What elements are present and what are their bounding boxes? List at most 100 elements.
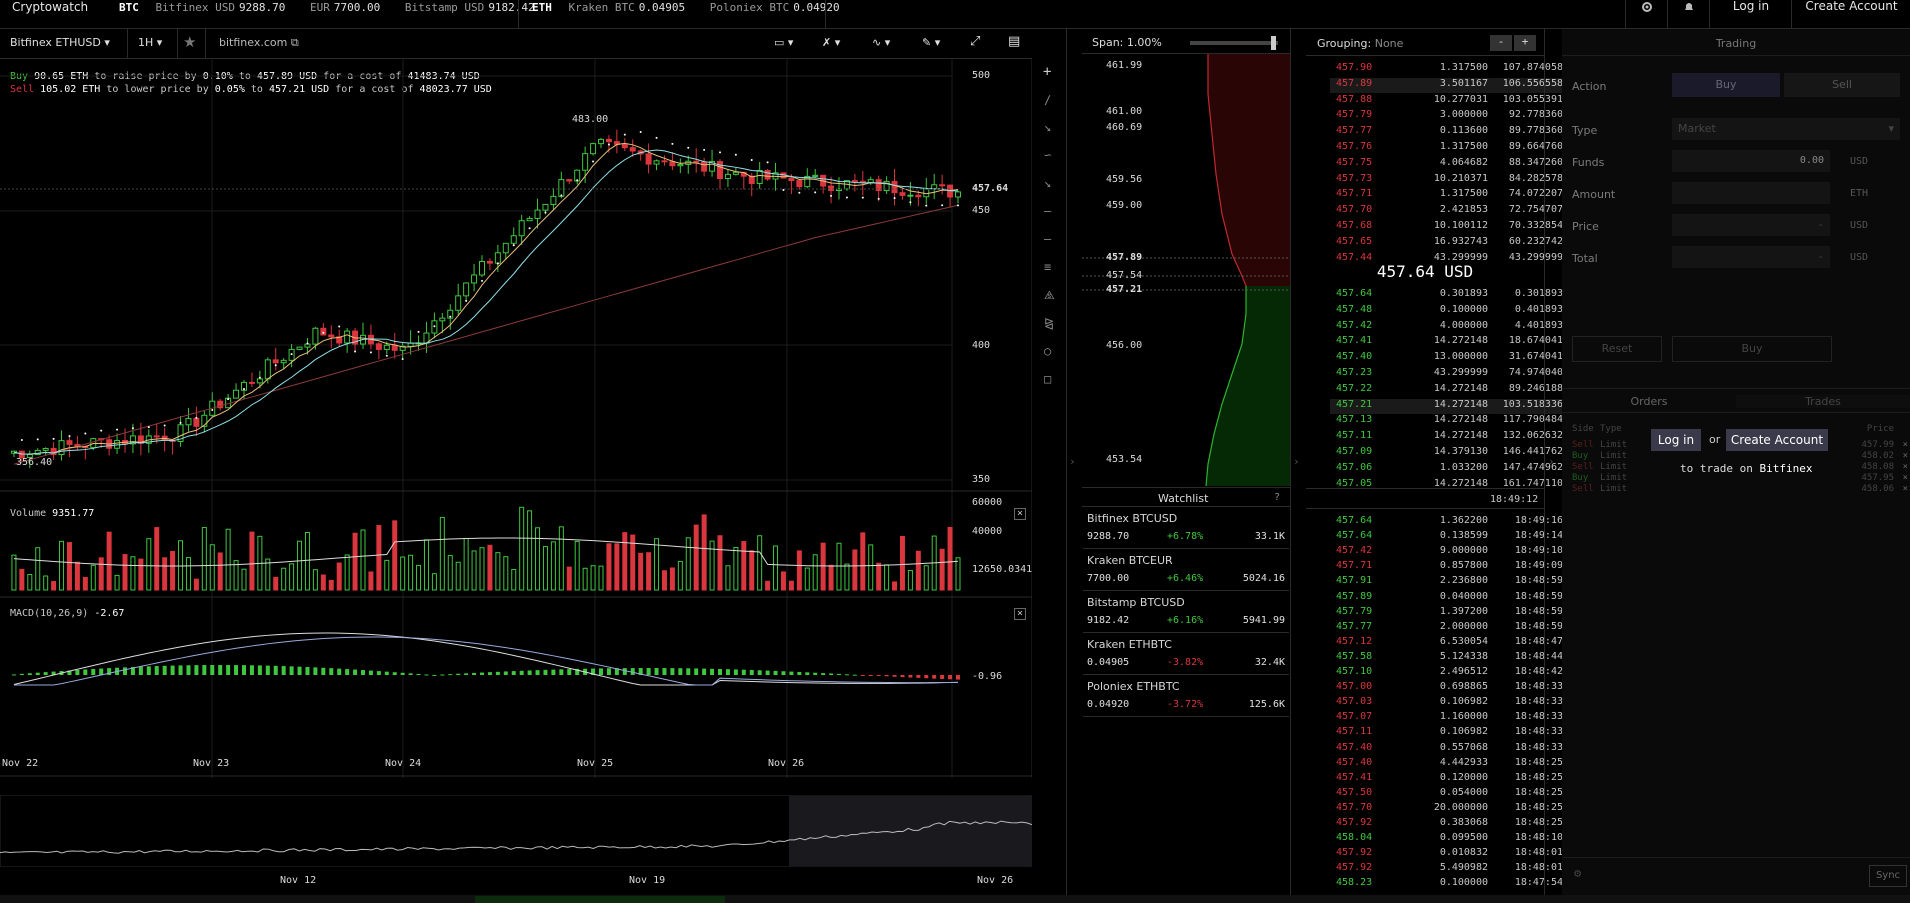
watchlist-volume: 5941.99 <box>1242 615 1285 626</box>
screenshot-icon[interactable]: ▤ <box>1008 34 1021 49</box>
cancel-order-icon[interactable]: × <box>1902 473 1908 483</box>
ask-row[interactable]: 457.79 3.000000 92.778360 <box>1330 109 1566 124</box>
create-account-to-trade-button[interactable]: Create Account <box>1726 429 1828 451</box>
bid-row[interactable]: 457.41 14.272148 18.674041 <box>1330 335 1566 350</box>
ask-row[interactable]: 457.73 10.210371 84.282578 <box>1330 173 1566 188</box>
collapse-mid-icon[interactable]: › <box>1293 455 1300 468</box>
ask-row[interactable]: 457.71 1.317500 74.072207 <box>1330 188 1566 203</box>
hline2-tool-icon[interactable]: — <box>1044 232 1052 246</box>
candle-type-button[interactable]: ▭ ▾ <box>774 36 794 49</box>
psar-dot <box>227 398 230 401</box>
order-side: Buy <box>1572 451 1589 461</box>
volume-bar <box>416 564 422 591</box>
settings-button[interactable] <box>1625 0 1668 28</box>
bid-row[interactable]: 457.06 1.033200 147.474962 <box>1330 462 1566 477</box>
bid-row[interactable]: 457.11 14.272148 132.062632 <box>1330 430 1566 445</box>
price-chart[interactable] <box>0 58 1032 778</box>
ray-tool-icon[interactable]: ↘ <box>1044 120 1052 134</box>
type-value: Market <box>1678 122 1716 135</box>
bid-row[interactable]: 457.09 14.379130 146.441762 <box>1330 446 1566 461</box>
hline-tool-icon[interactable]: — <box>1044 204 1052 218</box>
ask-row[interactable]: 457.70 2.421853 72.754707 <box>1330 204 1566 219</box>
arrow-tool-icon[interactable]: ↘ <box>1044 176 1052 190</box>
ask-row[interactable]: 457.75 4.064682 88.347260 <box>1330 157 1566 172</box>
macd-label: MACD(10,26,9) <box>10 608 89 619</box>
fib-tool-icon[interactable]: ≡ <box>1044 260 1052 274</box>
rect-tool-icon[interactable]: □ <box>1044 372 1052 386</box>
collapse-right-icon[interactable]: › <box>1548 455 1555 468</box>
bid-row[interactable]: 457.05 14.272148 161.747110 <box>1330 478 1566 493</box>
watchlist-item[interactable]: Poloniex ETHBTC 0.04920 -3.72% 125.6K <box>1083 675 1289 717</box>
create-account-button[interactable]: Create Account <box>1791 0 1910 28</box>
navigator-window[interactable] <box>789 796 1032 866</box>
fullscreen-icon[interactable]: ⤢ <box>970 34 981 49</box>
depth-chart[interactable] <box>1082 54 1290 486</box>
interval-selector[interactable]: 1H ▾ <box>138 36 162 49</box>
type-select[interactable]: Market ▾ <box>1672 118 1900 140</box>
line-tool-icon[interactable]: ∕ <box>1044 93 1052 107</box>
cancel-order-icon[interactable]: × <box>1902 462 1908 472</box>
ask-row[interactable]: 457.44 43.299999 43.299999 <box>1330 252 1566 267</box>
sell-tab[interactable]: Sell <box>1784 73 1900 97</box>
brand-logo[interactable]: Cryptowatch <box>12 0 89 14</box>
gear-icon[interactable]: ⚙ <box>1574 866 1582 880</box>
watchlist-item[interactable]: Kraken BTCEUR 7700.00 +6.46% 5024.16 <box>1083 549 1289 591</box>
cancel-order-icon[interactable]: × <box>1902 451 1908 461</box>
close-volume-icon[interactable]: × <box>1014 508 1026 520</box>
trades-tab[interactable]: Trades <box>1736 395 1910 408</box>
cancel-order-icon[interactable]: × <box>1902 484 1908 494</box>
bid-row[interactable]: 457.22 14.272148 89.246188 <box>1330 383 1566 398</box>
collapse-left-icon[interactable]: › <box>1069 455 1076 468</box>
depth-axis-label: 456.00 <box>1106 340 1143 351</box>
bid-row[interactable]: 457.48 0.100000 0.401893 <box>1330 304 1566 319</box>
circle-tool-icon[interactable]: ○ <box>1044 344 1052 358</box>
bid-amount: 13.000000 <box>1433 351 1488 363</box>
bid-row[interactable]: 457.21 14.272148 103.518336 <box>1330 398 1566 414</box>
help-icon[interactable]: ? <box>1274 492 1281 503</box>
ask-row[interactable]: 457.76 1.317500 89.664760 <box>1330 141 1566 156</box>
grouping-control[interactable]: Grouping: None <box>1317 37 1403 50</box>
market-selector[interactable]: Bitfinex ETHUSD ▾ <box>10 36 110 49</box>
overview-navigator[interactable] <box>0 795 1032 867</box>
bid-row[interactable]: 457.64 0.301893 0.301893 <box>1330 288 1566 303</box>
ask-row[interactable]: 457.68 10.100112 70.332854 <box>1330 220 1566 235</box>
span-slider-handle[interactable] <box>1271 36 1276 50</box>
bid-row[interactable]: 457.42 4.000000 4.401893 <box>1330 320 1566 335</box>
bid-row[interactable]: 457.23 43.299999 74.974040 <box>1330 367 1566 382</box>
cancel-order-icon[interactable]: × <box>1902 440 1908 450</box>
amount-input[interactable] <box>1672 182 1830 204</box>
login-to-trade-button[interactable]: Log in <box>1651 429 1701 451</box>
close-macd-icon[interactable]: × <box>1014 608 1026 620</box>
grouping-plus-button[interactable]: + <box>1514 35 1536 51</box>
ask-row[interactable]: 457.88 10.277031 103.055391 <box>1330 94 1566 109</box>
curve-tool-icon[interactable]: ∽ <box>1044 148 1052 162</box>
ask-row[interactable]: 457.90 1.317500 107.874058 <box>1330 62 1566 77</box>
plus-icon[interactable]: + <box>1043 64 1052 80</box>
watchlist-item[interactable]: Kraken ETHBTC 0.04905 -3.82% 32.4K <box>1083 633 1289 675</box>
bid-row[interactable]: 457.40 13.000000 31.674041 <box>1330 351 1566 366</box>
draw-button[interactable]: ✎ ▾ <box>922 36 941 49</box>
buy-tab[interactable]: Buy <box>1672 73 1780 97</box>
span-slider[interactable] <box>1190 41 1278 45</box>
place-buy-button[interactable]: Buy <box>1672 336 1832 362</box>
fan-tool-icon[interactable]: ⧌ <box>1044 288 1055 302</box>
ask-row[interactable]: 457.77 0.113600 89.778360 <box>1330 125 1566 140</box>
watchlist-item[interactable]: Bitfinex BTCUSD 9288.70 +6.78% 33.1K <box>1083 507 1289 549</box>
exchange-link[interactable]: bitfinex.com ⧉ <box>219 36 299 50</box>
reset-button[interactable]: Reset <box>1572 336 1662 362</box>
price-input[interactable]: - <box>1672 214 1830 236</box>
star-icon[interactable]: ★ <box>183 33 197 51</box>
sync-button[interactable]: Sync <box>1869 865 1907 887</box>
grouping-minus-button[interactable]: - <box>1490 35 1512 51</box>
ask-row[interactable]: 457.89 3.501167 106.556558 <box>1330 77 1566 93</box>
notifications-button[interactable] <box>1667 0 1710 28</box>
studies-button[interactable]: ∿ ▾ <box>872 36 891 49</box>
bid-row[interactable]: 457.13 14.272148 117.790484 <box>1330 414 1566 429</box>
pitchfork-tool-icon[interactable]: ⧎ <box>1044 316 1055 330</box>
ask-row[interactable]: 457.65 16.932743 60.232742 <box>1330 236 1566 251</box>
orders-tab[interactable]: Orders <box>1630 395 1668 408</box>
ask-total: 92.778360 <box>1508 109 1563 121</box>
watchlist-item[interactable]: Bitstamp BTCUSD 9182.42 +6.16% 5941.99 <box>1083 591 1289 633</box>
indicators-button[interactable]: ✗ ▾ <box>822 36 841 49</box>
login-button[interactable]: Log in <box>1709 0 1792 28</box>
